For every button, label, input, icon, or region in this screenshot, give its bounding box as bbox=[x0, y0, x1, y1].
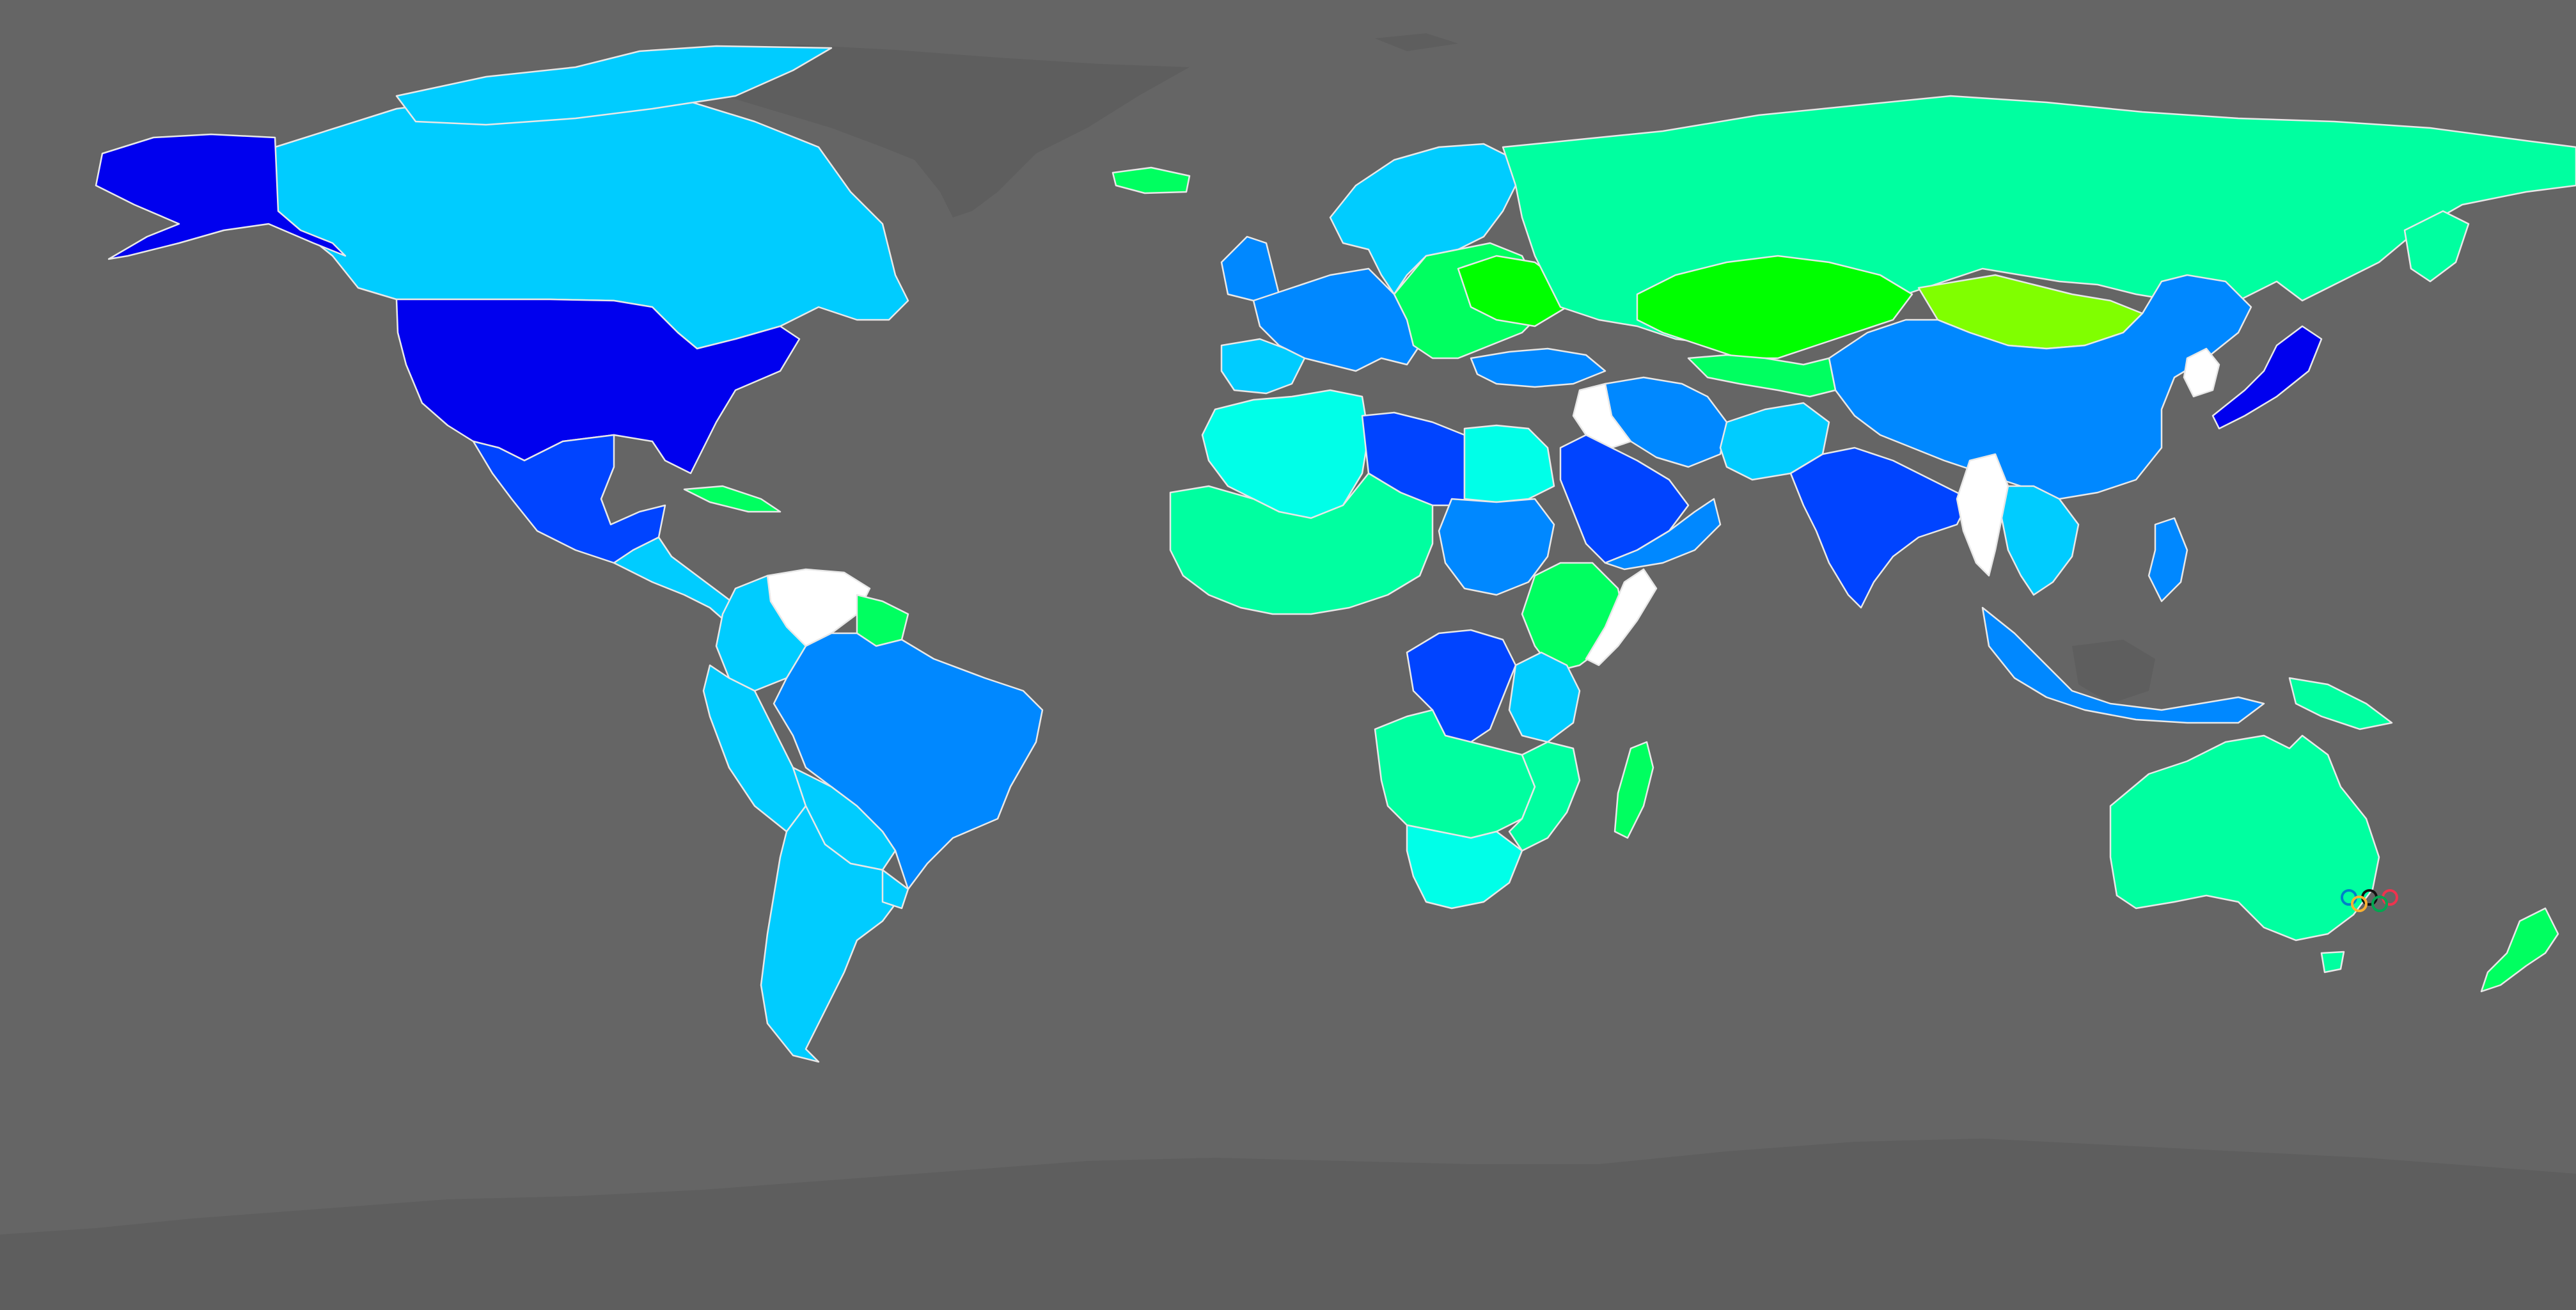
country-philippines[interactable] bbox=[2149, 518, 2187, 601]
country-uk-ireland[interactable] bbox=[1221, 237, 1279, 301]
country-egypt[interactable] bbox=[1465, 425, 1554, 502]
antarctica-shape bbox=[0, 1139, 2576, 1310]
country-japan[interactable] bbox=[2213, 326, 2321, 429]
country-papua-new-guinea[interactable] bbox=[2289, 678, 2392, 729]
country-turkey[interactable] bbox=[1471, 349, 1605, 387]
borneo-shape bbox=[2072, 640, 2155, 704]
country-southeast-asia[interactable] bbox=[2002, 486, 2078, 595]
country-india[interactable] bbox=[1791, 448, 1970, 608]
country-new-zealand[interactable] bbox=[2481, 908, 2558, 991]
svalbard-shape bbox=[1375, 33, 1458, 51]
country-tasmania[interactable] bbox=[2321, 952, 2344, 972]
country-iceland[interactable] bbox=[1113, 168, 1190, 193]
country-myanmar[interactable] bbox=[1957, 454, 2008, 576]
country-madagascar[interactable] bbox=[1615, 742, 1653, 838]
country-australia[interactable] bbox=[2110, 736, 2379, 940]
country-south-africa[interactable] bbox=[1407, 825, 1522, 908]
country-cuba[interactable] bbox=[684, 486, 780, 512]
country-mexico[interactable] bbox=[473, 435, 665, 563]
country-central-asia[interactable] bbox=[1688, 355, 1835, 397]
